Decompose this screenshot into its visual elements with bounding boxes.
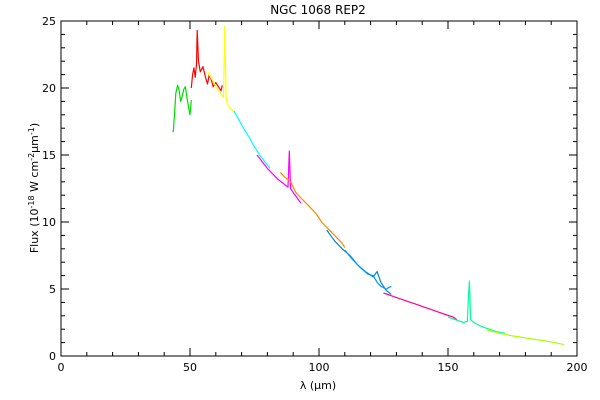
x-tick-label: 50 xyxy=(183,361,197,374)
spectrum-segment-7 xyxy=(326,229,392,295)
y-tick-label: 10 xyxy=(42,216,56,229)
plot-frame xyxy=(60,20,578,357)
x-tick-label: 0 xyxy=(58,361,65,374)
spectrum-segment-9 xyxy=(383,292,458,321)
spectrum-segment-1 xyxy=(172,84,192,133)
x-tick-label: 200 xyxy=(567,361,588,374)
x-axis-label: λ (μm) xyxy=(300,379,336,392)
spectrum-segment-8 xyxy=(344,249,392,290)
spectrum-segment-11 xyxy=(486,329,565,346)
y-tick-label: 15 xyxy=(42,149,56,162)
spectrum-segment-4 xyxy=(233,110,271,169)
x-tick-label: 150 xyxy=(438,361,459,374)
spectrum-segment-2 xyxy=(190,29,223,92)
series-layer xyxy=(172,25,565,346)
y-tick-label: 5 xyxy=(49,283,56,296)
spectrum-segment-5 xyxy=(256,150,302,204)
y-axis-label: Flux (10-18 W cm-2μm-1) xyxy=(27,123,42,253)
y-tick-label: 0 xyxy=(49,350,56,363)
spectrum-segment-3 xyxy=(207,25,235,113)
spectrum-segment-6 xyxy=(279,171,346,248)
y-tick-label: 25 xyxy=(42,15,56,28)
spectrum-segment-10 xyxy=(447,280,505,334)
y-tick-label: 20 xyxy=(42,82,56,95)
chart-title: NGC 1068 REP2 xyxy=(270,3,366,17)
axis-ticks: 0 50 100 150 200 0 5 10 15 20 25 xyxy=(42,15,588,374)
x-tick-label: 100 xyxy=(309,361,330,374)
